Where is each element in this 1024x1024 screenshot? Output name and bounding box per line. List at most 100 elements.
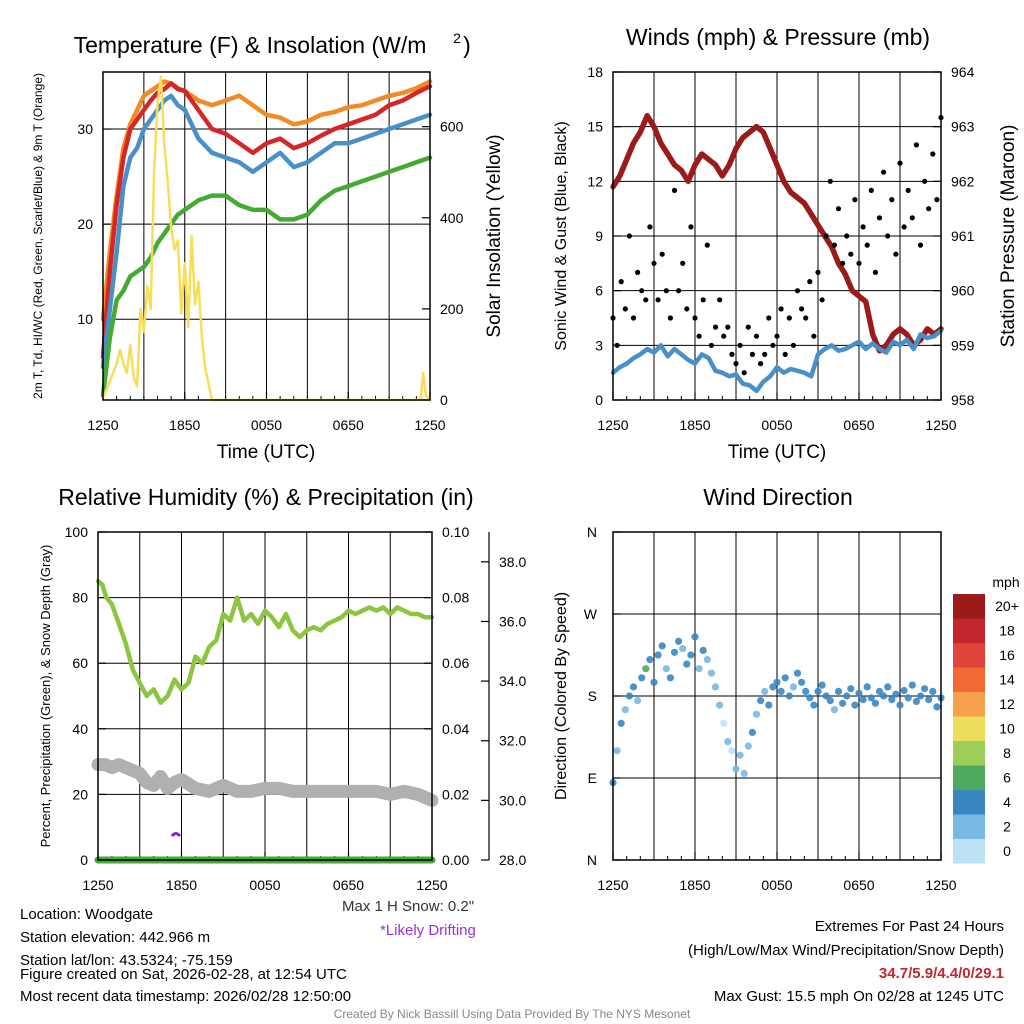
direction-point xyxy=(875,687,884,696)
direction-point xyxy=(818,681,826,689)
humidity-y-right-tick-label: 0.08 xyxy=(442,590,469,606)
direction-point xyxy=(650,678,658,686)
direction-x-tick-label: 1850 xyxy=(679,877,710,893)
direction-point xyxy=(675,637,683,645)
direction-frame xyxy=(612,531,942,861)
direction-point xyxy=(769,683,777,691)
winds-y-tick-label: 15 xyxy=(587,119,603,135)
winds-gust-point xyxy=(671,187,678,193)
direction-y-tick-label: E xyxy=(588,770,597,786)
winds-gust-point xyxy=(897,160,903,166)
winds-gust-point xyxy=(782,351,788,357)
humidity-snow-tick-label: 34.0 xyxy=(499,673,526,689)
winds-gust-point xyxy=(876,215,883,221)
winds-gust-point xyxy=(905,187,911,193)
direction-point xyxy=(863,683,871,691)
direction-point xyxy=(798,678,806,686)
winds-gust-point xyxy=(844,233,850,239)
temperature-y-tick-label: 10 xyxy=(77,311,93,327)
winds-y-tick-label: 12 xyxy=(587,173,603,189)
winds-gust-point xyxy=(762,351,768,357)
direction-point xyxy=(851,701,859,709)
winds-gust-point xyxy=(864,242,870,248)
temperature-x-tick-label: 0650 xyxy=(333,417,364,433)
winds-x-tick-label: 1250 xyxy=(925,417,956,433)
colorbar-swatch xyxy=(953,741,985,766)
humidity-y-right-tick-label: 0.00 xyxy=(442,852,469,868)
colorbar-swatch xyxy=(953,790,985,815)
direction-point xyxy=(806,694,814,702)
temperature-series-orange xyxy=(100,79,433,322)
temperature-ylabel-right: Solar Insolation (Yellow) xyxy=(484,134,505,337)
direction-point xyxy=(810,701,818,709)
winds-gust-point xyxy=(725,324,731,330)
colorbar-label: 18 xyxy=(999,623,1015,639)
temperature-x-tick-label: 0050 xyxy=(251,417,282,433)
temperature-series-red xyxy=(100,81,433,360)
extremes-gust: Max Gust: 15.5 mph On 02/28 at 1245 UTC xyxy=(713,988,1004,1005)
temperature-title-sup: 2 xyxy=(453,30,461,46)
info-elevation: Station elevation: 442.966 m xyxy=(20,929,211,946)
direction-point xyxy=(658,642,666,650)
colorbar-label: 0 xyxy=(1003,843,1011,859)
colorbar-label: 20+ xyxy=(995,598,1019,614)
winds-gust-point xyxy=(790,342,797,348)
colorbar-label: 6 xyxy=(1003,770,1011,786)
winds-ylabel-right: Station Pressure (Maroon) xyxy=(998,125,1019,348)
temperature-title: Temperature (F) & Insolation (W/m xyxy=(74,32,427,58)
winds-gust-point xyxy=(889,197,895,203)
winds-gust-point xyxy=(651,260,657,266)
info-created: Figure created on Sat, 2026-02-28, at 12… xyxy=(20,966,347,983)
winds-gust-point xyxy=(733,361,739,367)
winds-y-right-tick-label: 961 xyxy=(951,228,975,244)
direction-point xyxy=(781,674,789,682)
winds-x-tick-label: 0650 xyxy=(843,417,874,433)
humidity-snow-tick-label: 32.0 xyxy=(499,733,526,749)
direction-point xyxy=(900,686,908,695)
direction-point xyxy=(752,710,761,718)
winds-xlabel: Time (UTC) xyxy=(728,442,827,463)
direction-point xyxy=(695,665,703,673)
direction-point xyxy=(691,633,699,641)
direction-point xyxy=(925,696,933,704)
winds-gust-point xyxy=(614,342,620,348)
humidity-y-tick-label: 0 xyxy=(80,852,88,868)
winds-y-tick-label: 0 xyxy=(595,392,603,408)
humidity-y-tick-label: 60 xyxy=(72,655,88,671)
humidity-y-right-tick-label: 0.10 xyxy=(442,524,469,540)
winds-gust-point xyxy=(639,288,645,294)
winds-gust-point xyxy=(667,315,674,321)
winds-gust-point xyxy=(860,224,866,230)
direction-point xyxy=(679,645,687,653)
direction-point xyxy=(884,683,892,691)
humidity-x-tick-label: 1250 xyxy=(416,877,447,893)
humidity-snow-tick-label: 38.0 xyxy=(499,554,526,570)
winds-y-right-tick-label: 962 xyxy=(951,173,975,189)
direction-point xyxy=(613,747,621,755)
direction-point xyxy=(904,694,912,702)
direction-x-tick-label: 1250 xyxy=(925,877,956,893)
direction-point xyxy=(736,751,744,759)
colorbar-label: 12 xyxy=(999,696,1015,712)
winds-gust-point xyxy=(922,178,928,184)
direction-point xyxy=(839,699,847,707)
winds-gust-point xyxy=(831,242,838,248)
winds-y-tick-label: 9 xyxy=(595,228,603,244)
direction-point xyxy=(843,692,851,700)
direction-point xyxy=(662,665,670,673)
winds-gust-point xyxy=(766,315,772,321)
winds-gust-point xyxy=(647,224,653,230)
humidity-y-right-tick-label: 0.04 xyxy=(442,721,469,737)
humidity-y-right-tick-label: 0.02 xyxy=(442,786,469,802)
direction-point xyxy=(908,681,916,689)
winds-gust-point xyxy=(659,251,665,257)
winds-series-blue xyxy=(610,328,944,394)
winds-gust-point xyxy=(635,269,641,275)
direction-point xyxy=(625,692,634,700)
winds-gust-point xyxy=(778,306,784,312)
humidity-y-right-tick-label: 0.06 xyxy=(442,655,469,671)
direction-point xyxy=(793,669,802,677)
direction-point xyxy=(867,694,875,702)
winds-gust-point xyxy=(745,324,751,330)
winds-gust-point xyxy=(794,288,801,294)
